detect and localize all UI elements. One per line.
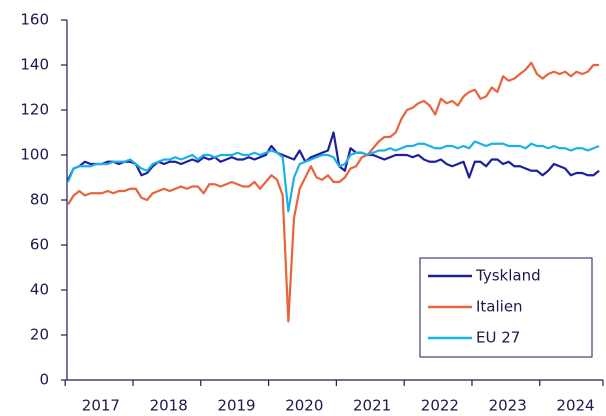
x-tick-label: 2017 xyxy=(82,397,120,415)
y-tick-label: 40 xyxy=(30,281,49,299)
x-tick-label: 2022 xyxy=(421,397,459,415)
y-tick-label: 80 xyxy=(30,191,49,209)
legend-label: EU 27 xyxy=(476,329,520,347)
x-tick-label: 2023 xyxy=(489,397,527,415)
y-tick-label: 0 xyxy=(39,371,49,389)
legend-label: Tyskland xyxy=(475,267,541,285)
x-tick-label: 2024 xyxy=(556,397,594,415)
y-tick-label: 140 xyxy=(20,56,49,74)
y-tick-label: 160 xyxy=(20,11,49,29)
x-tick-label: 2019 xyxy=(217,397,255,415)
y-tick-label: 20 xyxy=(30,326,49,344)
legend-label: Italien xyxy=(476,298,523,316)
x-tick-label: 2018 xyxy=(150,397,188,415)
y-tick-label: 60 xyxy=(30,236,49,254)
y-tick-label: 120 xyxy=(20,101,49,119)
series-line xyxy=(67,61,600,323)
x-tick-label: 2021 xyxy=(353,397,391,415)
series-line xyxy=(66,140,600,213)
y-tick-label: 100 xyxy=(20,146,49,164)
x-tick-label: 2020 xyxy=(285,397,323,415)
